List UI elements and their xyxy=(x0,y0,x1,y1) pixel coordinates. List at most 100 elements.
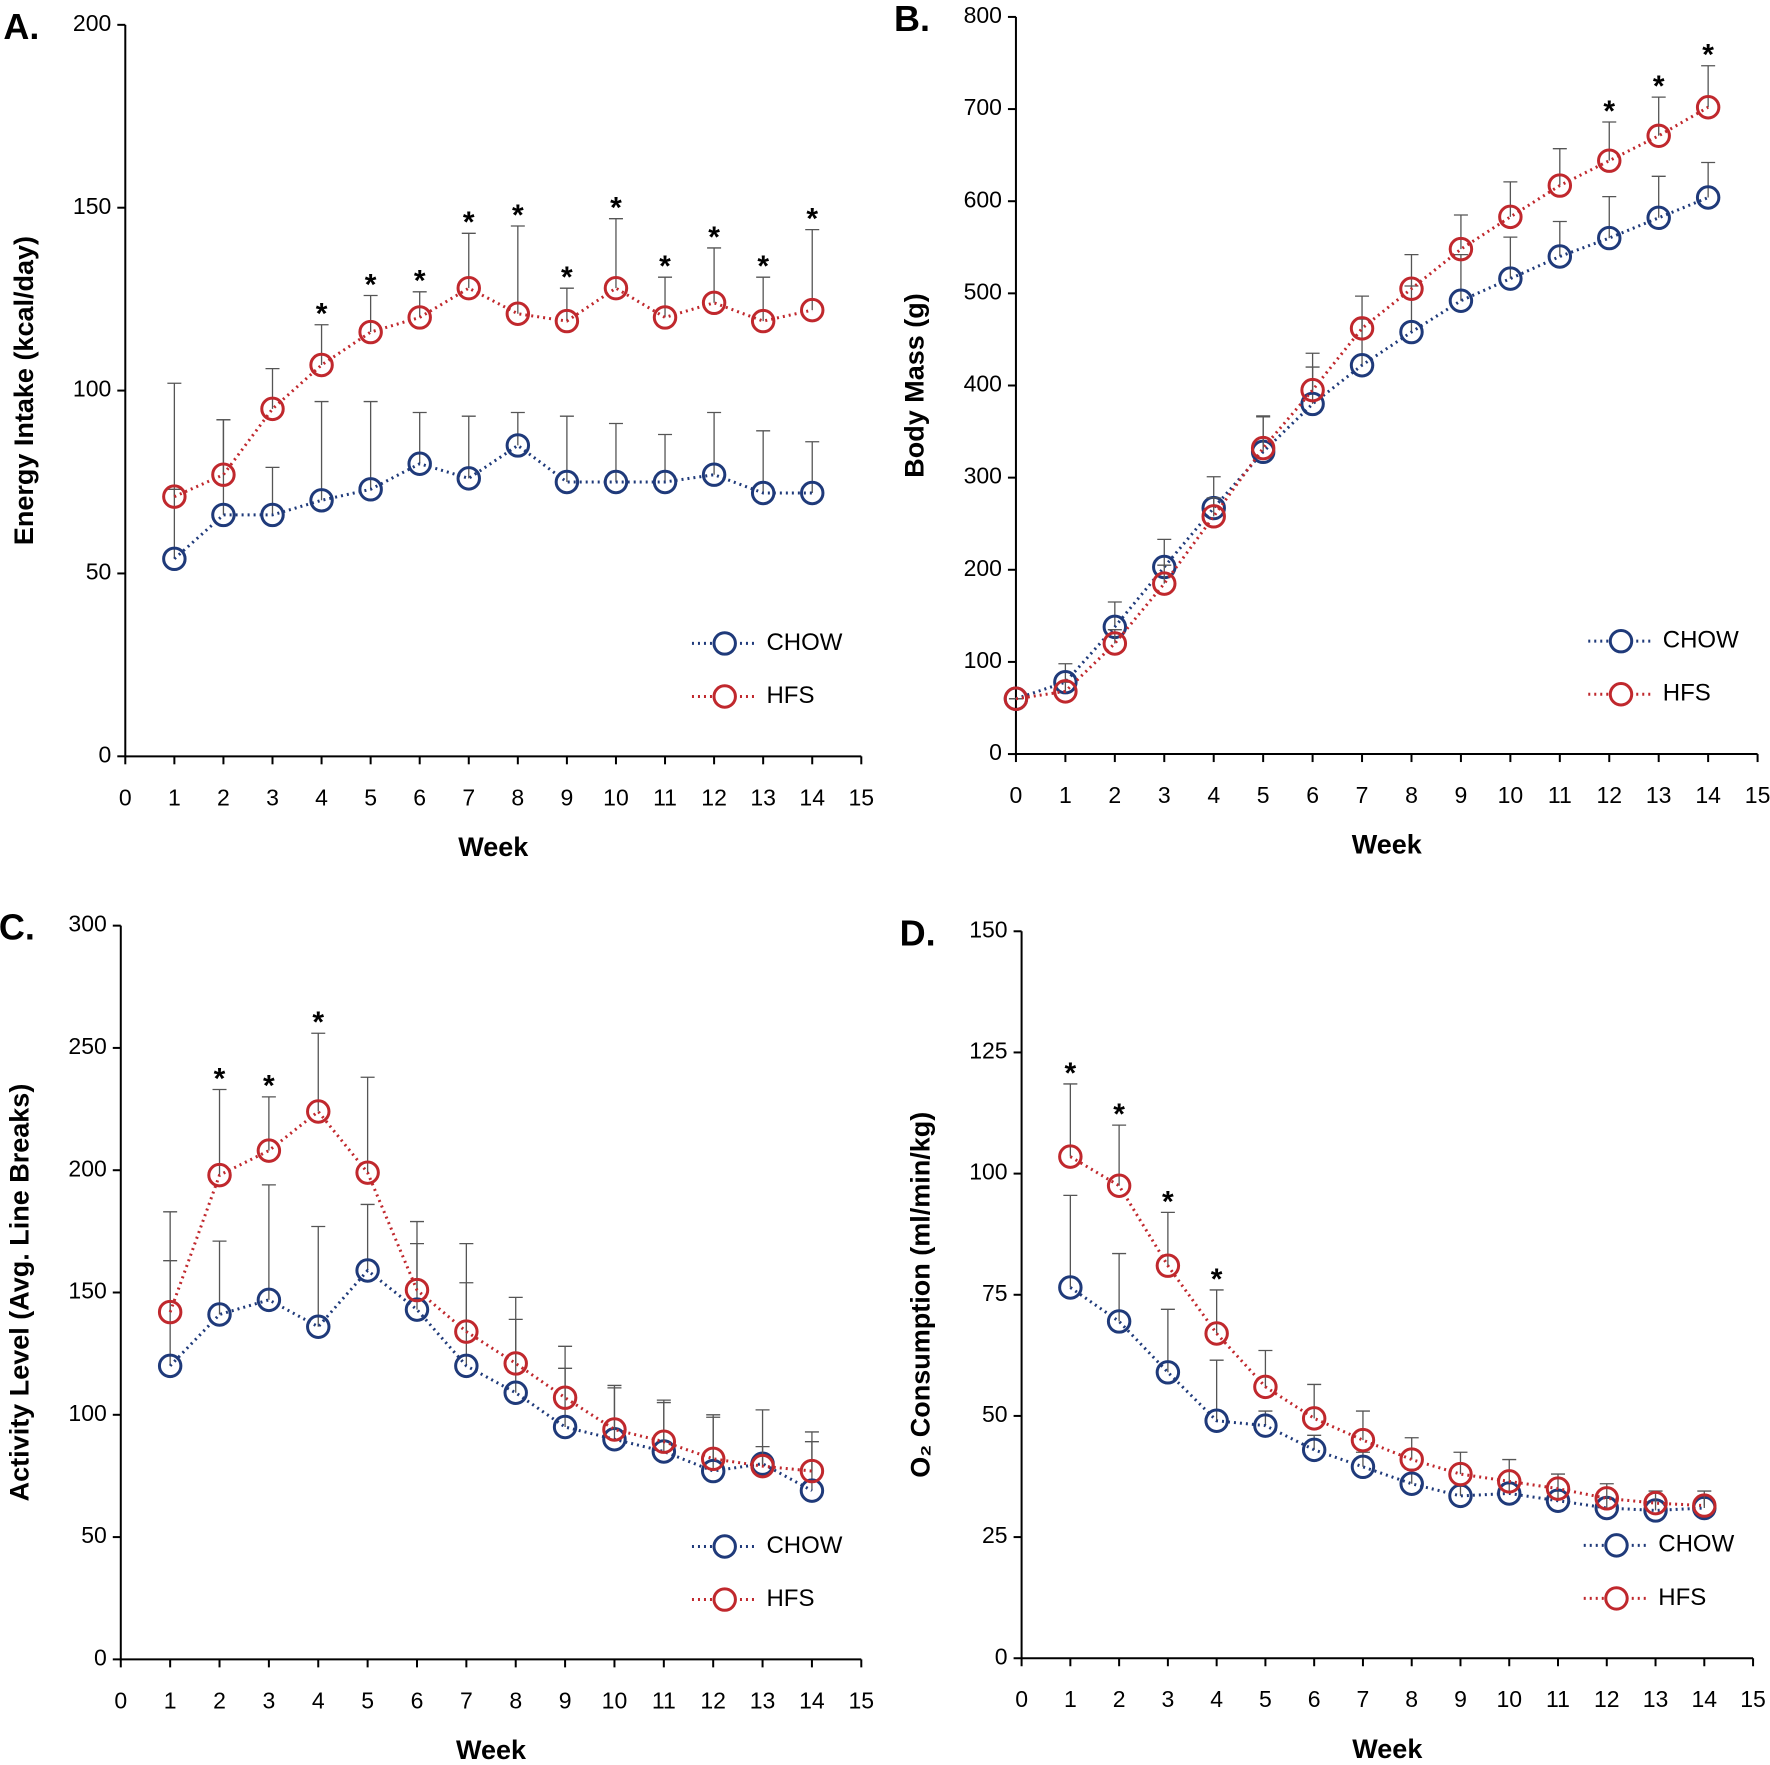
marker xyxy=(1498,204,1523,230)
error-bar xyxy=(1552,148,1567,186)
marker xyxy=(700,1458,726,1484)
x-tick-label: 11 xyxy=(1546,1686,1570,1712)
marker xyxy=(652,469,678,495)
marker xyxy=(1106,1309,1132,1334)
x-tick-label: 14 xyxy=(799,1687,825,1713)
x-tick-label: 12 xyxy=(701,784,727,810)
x-tick-label: 2 xyxy=(217,784,230,810)
x-tick-label: 10 xyxy=(603,784,629,810)
error-bar xyxy=(707,247,722,303)
marker xyxy=(1448,1461,1473,1487)
x-tick-label: 11 xyxy=(1548,782,1572,808)
x-tick-label: 14 xyxy=(1695,782,1721,808)
x-tick-label: 13 xyxy=(1643,1686,1669,1712)
marker xyxy=(1301,1406,1327,1431)
marker xyxy=(256,1138,282,1163)
marker xyxy=(1597,148,1622,173)
series-line xyxy=(1015,196,1709,701)
error-bar xyxy=(1651,175,1666,218)
marker xyxy=(799,1478,825,1503)
marker xyxy=(1350,1427,1376,1453)
x-axis-title: Week xyxy=(1352,1734,1423,1764)
y-tick-label: 0 xyxy=(99,741,112,767)
legend-marker xyxy=(712,1587,737,1612)
series-line xyxy=(169,1268,813,1492)
x-tick-label: 0 xyxy=(1010,782,1023,808)
marker xyxy=(407,305,432,330)
x-tick-label: 8 xyxy=(1405,1686,1418,1712)
marker xyxy=(1646,205,1671,231)
significance-marker: * xyxy=(1065,1057,1077,1090)
marker xyxy=(750,1453,775,1479)
y-tick-label: 100 xyxy=(73,376,111,402)
error-bar xyxy=(658,276,673,318)
marker xyxy=(1547,244,1573,269)
x-tick-label: 7 xyxy=(462,784,475,810)
x-tick-label: 3 xyxy=(1158,782,1171,808)
error-bar xyxy=(261,1096,276,1151)
marker xyxy=(602,1417,627,1442)
x-tick-label: 4 xyxy=(315,784,328,810)
marker xyxy=(503,1380,528,1406)
marker xyxy=(1643,1490,1668,1516)
legend-marker xyxy=(712,1534,737,1559)
significance-marker: * xyxy=(365,268,377,301)
x-tick-label: 13 xyxy=(750,784,776,810)
x-tick-label: 5 xyxy=(1257,782,1270,808)
y-tick-label: 0 xyxy=(989,739,1002,765)
legend-label: CHOW xyxy=(766,629,842,656)
significance-marker: * xyxy=(1702,39,1714,72)
x-tick-label: 10 xyxy=(1496,1686,1522,1712)
x-tick-label: 12 xyxy=(1594,1686,1620,1712)
marker xyxy=(211,462,236,487)
error-bar xyxy=(1404,254,1419,289)
error-bar xyxy=(1058,663,1073,683)
error-bar xyxy=(167,382,182,559)
error-bar xyxy=(1107,601,1122,627)
marker xyxy=(157,1299,183,1325)
marker xyxy=(800,480,825,506)
marker xyxy=(1300,391,1325,417)
significance-marker: * xyxy=(757,250,769,283)
legend-marker xyxy=(712,684,737,709)
x-tick-label: 0 xyxy=(1015,1686,1028,1712)
x-tick-label: 4 xyxy=(1207,782,1220,808)
marker xyxy=(651,1429,677,1454)
x-tick-label: 6 xyxy=(411,1687,424,1713)
x-tick-label: 1 xyxy=(1064,1686,1077,1712)
marker xyxy=(1597,225,1622,251)
error-bar xyxy=(805,441,820,493)
error-bar xyxy=(1355,1410,1370,1441)
y-tick-label: 250 xyxy=(68,1033,106,1059)
y-tick-label: 300 xyxy=(964,463,1002,489)
x-tick-label: 6 xyxy=(1308,1686,1321,1712)
marker xyxy=(1003,686,1029,711)
error-bar xyxy=(261,1184,276,1300)
error-bar xyxy=(1701,161,1716,198)
y-axis-title: O₂ Consumption (ml/min/kg) xyxy=(905,1112,935,1478)
marker xyxy=(1106,1173,1132,1198)
marker xyxy=(1448,288,1474,313)
error-bar xyxy=(804,1431,819,1472)
x-axis-title: Week xyxy=(456,1735,527,1765)
error-bar xyxy=(363,294,378,333)
marker xyxy=(1498,266,1523,291)
x-tick-label: 15 xyxy=(848,784,874,810)
x-tick-label: 11 xyxy=(653,784,677,810)
x-tick-label: 7 xyxy=(460,1687,473,1713)
marker xyxy=(1692,1493,1717,1518)
legend-marker xyxy=(1604,1586,1629,1611)
error-bar xyxy=(212,1240,227,1315)
legend-label: HFS xyxy=(1663,680,1711,707)
x-tick-label: 1 xyxy=(168,784,181,810)
legend-label: HFS xyxy=(1658,1584,1706,1611)
error-bar xyxy=(1209,1289,1224,1334)
y-tick-label: 50 xyxy=(86,559,112,585)
marker xyxy=(1695,185,1721,210)
marker xyxy=(454,1353,479,1379)
error-bar xyxy=(558,1345,573,1398)
error-bar xyxy=(1503,236,1518,279)
y-tick-label: 800 xyxy=(964,2,1002,28)
x-tick-label: 4 xyxy=(1210,1686,1223,1712)
error-bar xyxy=(459,1242,474,1332)
